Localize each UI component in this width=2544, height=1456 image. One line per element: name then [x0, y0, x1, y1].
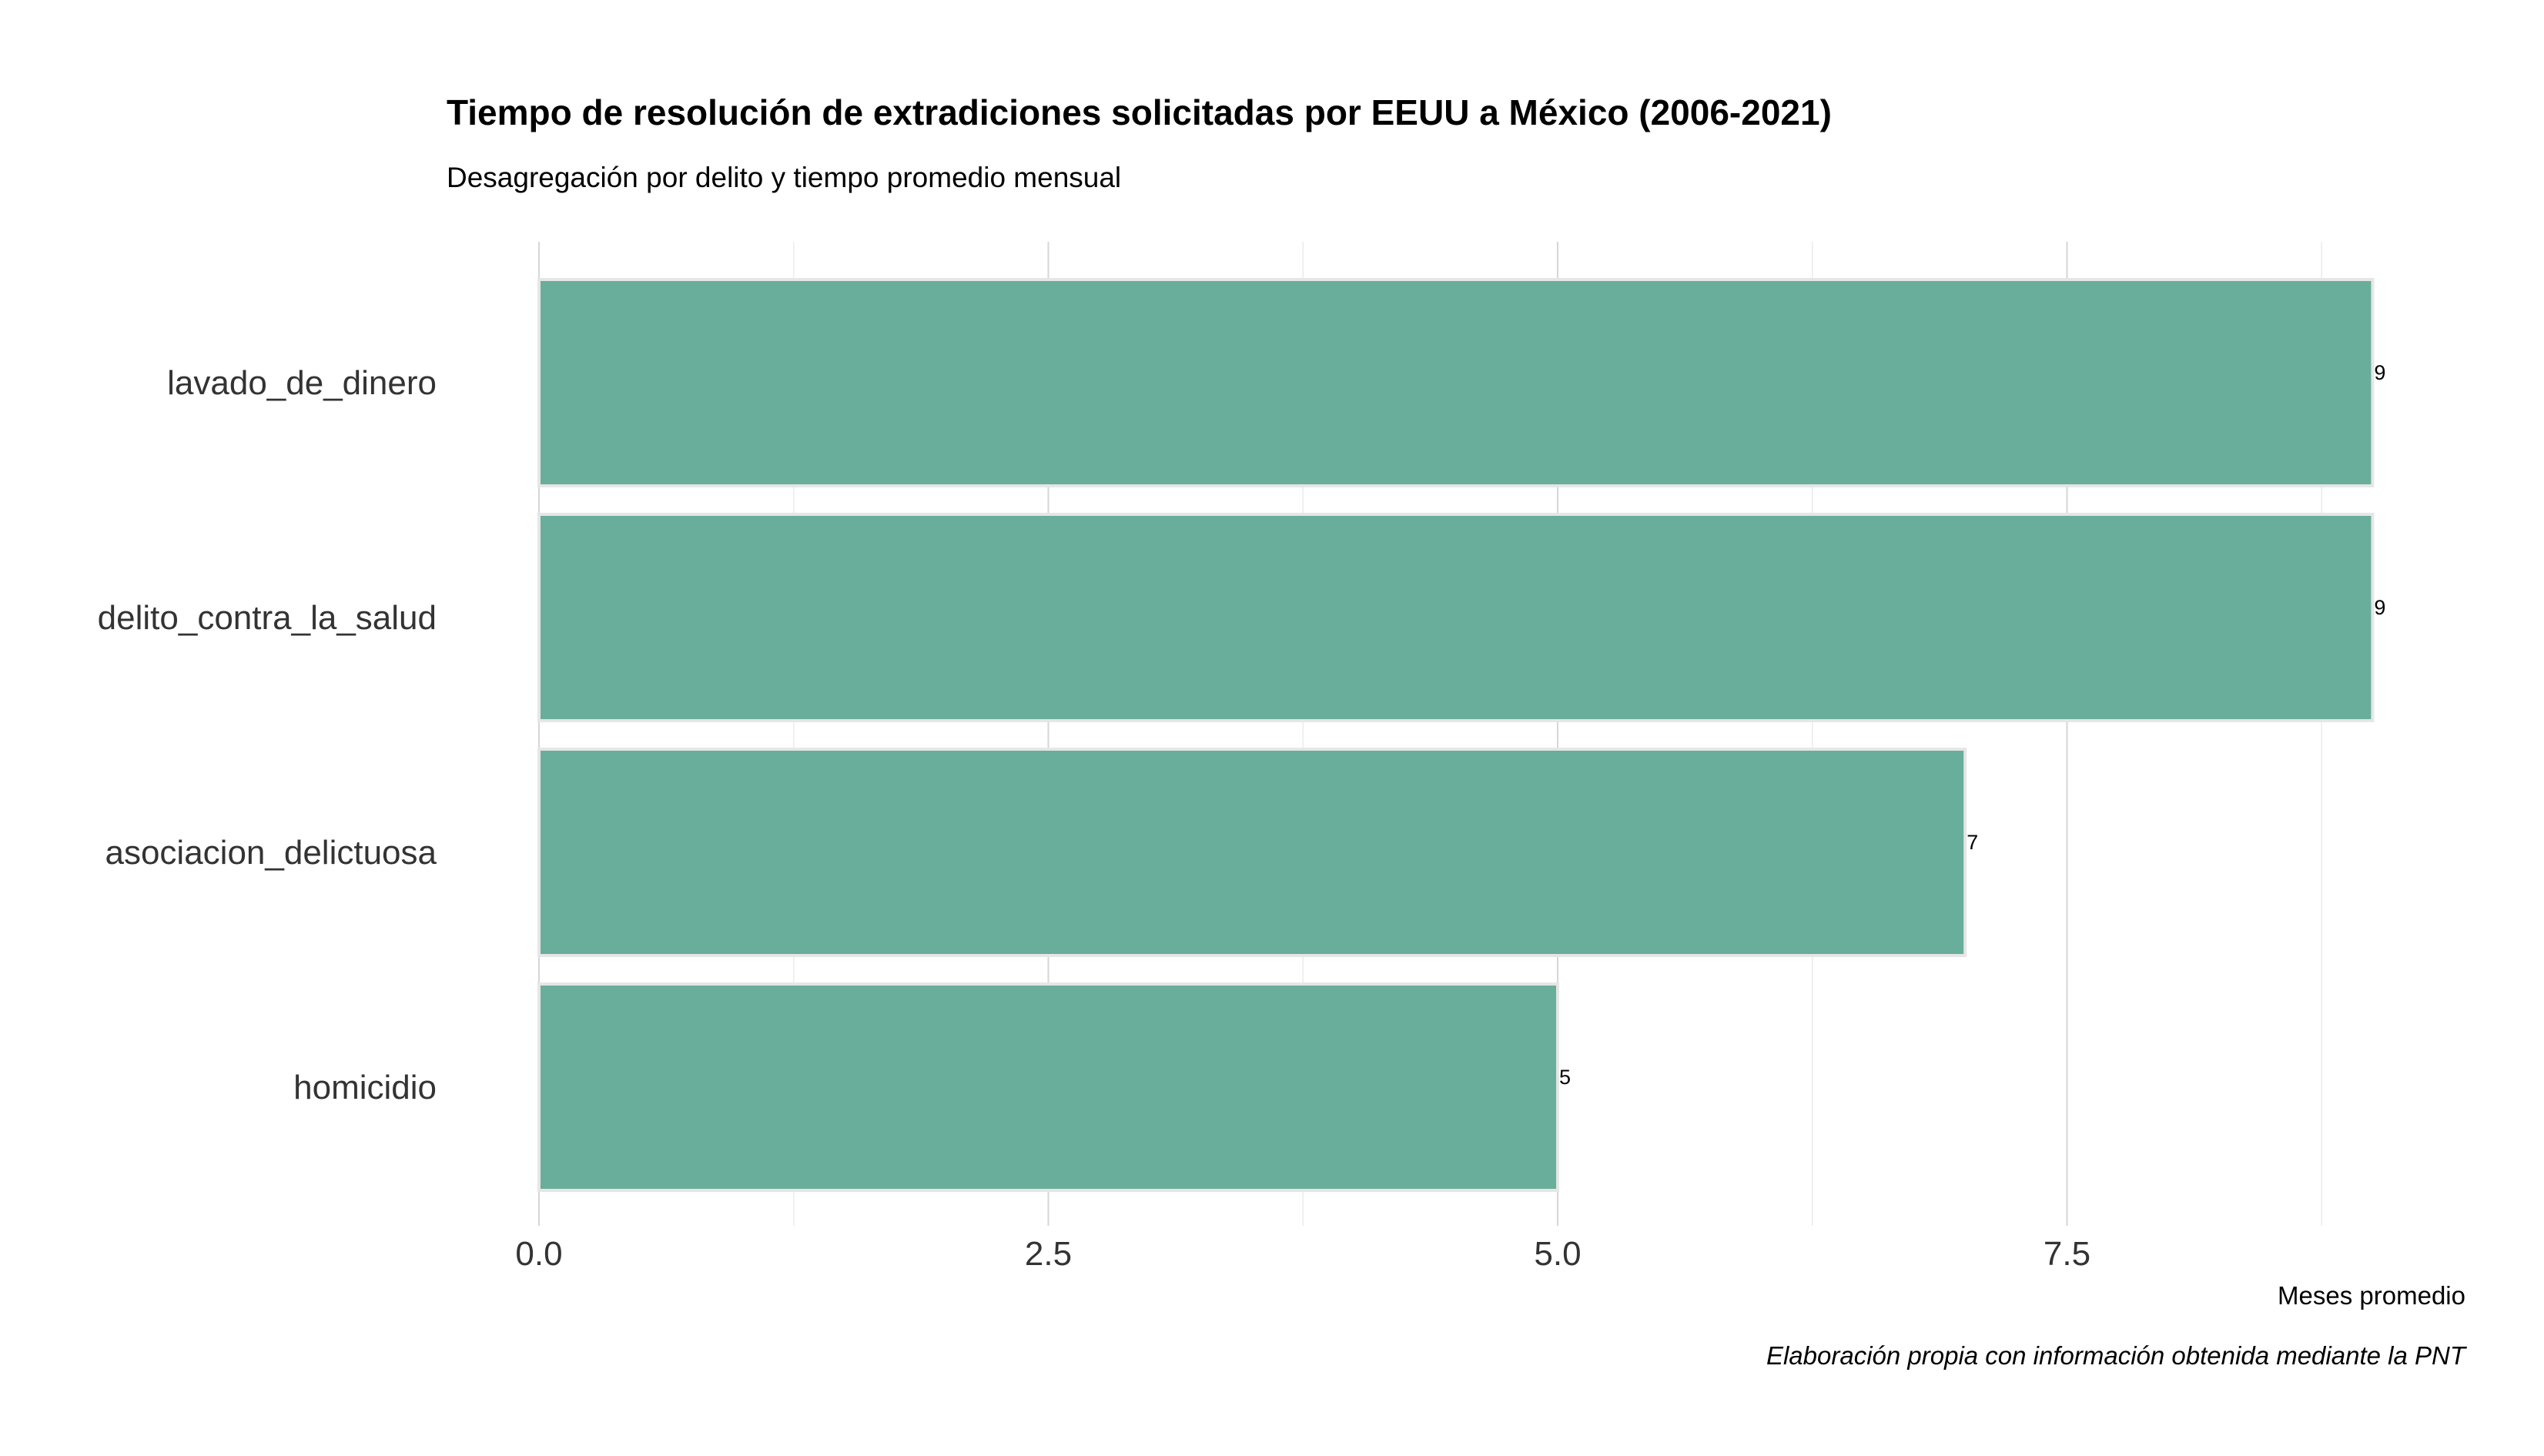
x-tick-label: 0.0 [515, 1235, 562, 1273]
bar-asociacion_delictuosa [537, 748, 1967, 957]
category-label-lavado_de_dinero: lavado_de_dinero [167, 364, 437, 402]
bar-delito_contra_la_salud [537, 513, 2375, 722]
chart-title: Tiempo de resolución de extradiciones so… [447, 92, 1832, 132]
category-label-delito_contra_la_salud: delito_contra_la_salud [98, 599, 437, 637]
value-label-lavado_de_dinero: 9 [2374, 361, 2385, 384]
chart-subtitle: Desagregación por delito y tiempo promed… [447, 162, 1121, 193]
x-tick-label: 2.5 [1025, 1235, 1072, 1273]
value-labels: 9 9 7 5 [1559, 361, 2385, 1089]
value-label-homicidio: 5 [1559, 1066, 1571, 1089]
x-tick-labels: 0.0 2.5 5.0 7.5 [515, 1235, 2090, 1273]
value-label-asociacion_delictuosa: 7 [1967, 831, 1978, 854]
bar-homicidio [537, 982, 1559, 1192]
x-tick-label: 5.0 [1534, 1235, 1581, 1273]
bars [537, 278, 2375, 1192]
category-labels: lavado_de_dinero delito_contra_la_saludas… [98, 364, 437, 1106]
category-label-homicidio: homicidio [293, 1069, 437, 1106]
x-axis-title: Meses promedio [2278, 1281, 2465, 1310]
chart-caption: Elaboración propia con información obten… [1766, 1341, 2468, 1370]
value-label-delito_contra_la_salud: 9 [2374, 596, 2385, 619]
bar-lavado_de_dinero [537, 278, 2375, 487]
x-tick-label: 7.5 [2044, 1235, 2090, 1273]
category-label-asociacion_delictuosa: asociacion_delictuosa [105, 834, 437, 872]
